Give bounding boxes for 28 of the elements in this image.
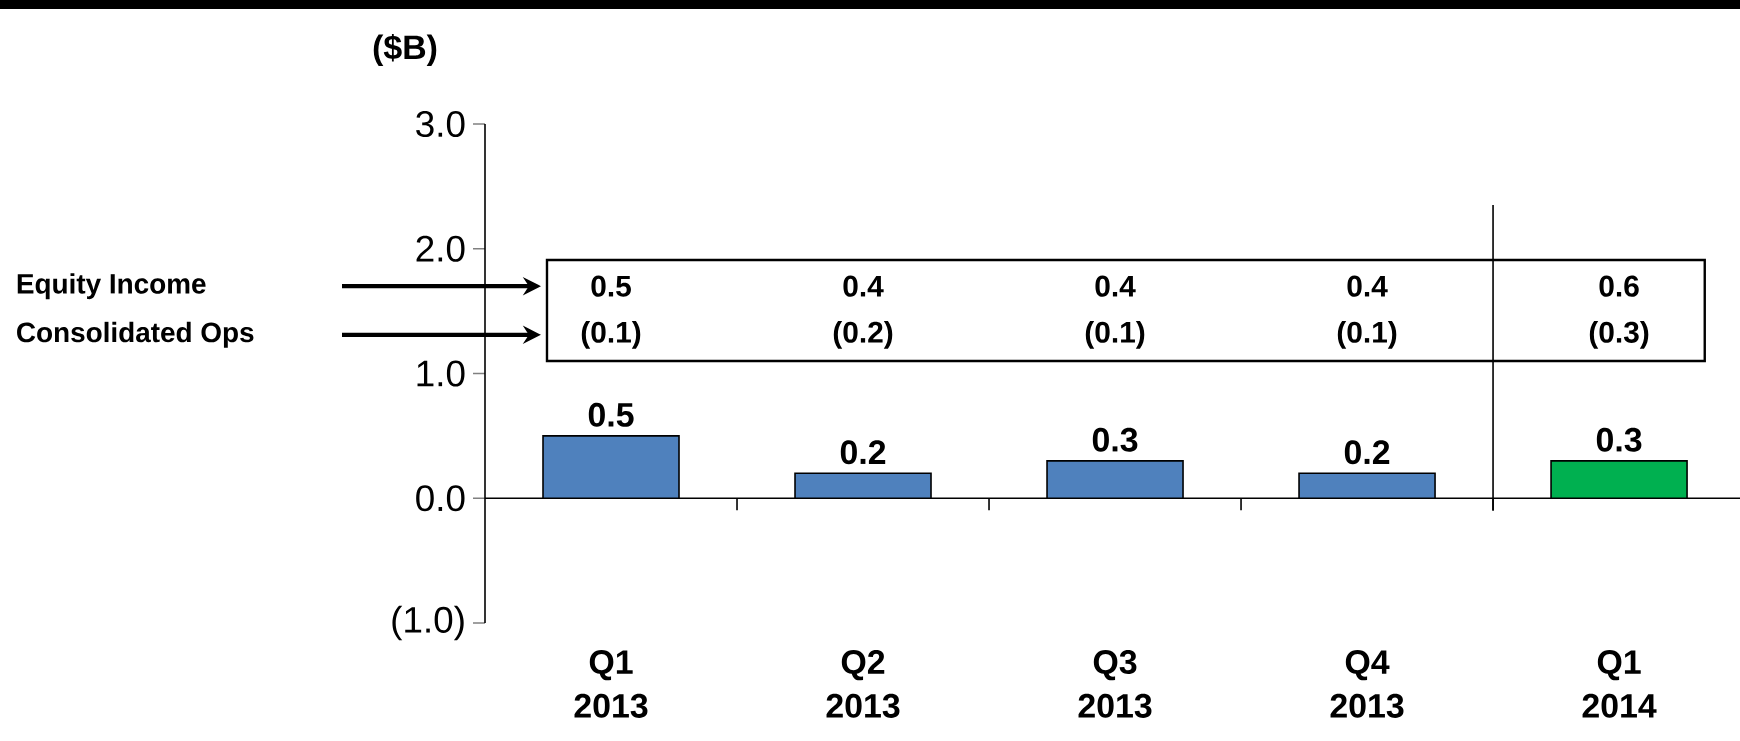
y-axis-title: ($B) xyxy=(373,33,437,67)
data-label: 0.3 xyxy=(1596,427,1642,452)
y-tick-label: (1.0) xyxy=(392,605,464,641)
data-label: 0.2 xyxy=(1344,440,1390,465)
annotation: (0.1) xyxy=(1337,320,1397,349)
y-tick-label: 1.0 xyxy=(417,360,465,387)
annotation: 0.4 xyxy=(843,275,884,297)
x-tick-label: Q3 2013 xyxy=(1078,650,1152,718)
annotation: 0.6 xyxy=(1599,275,1639,297)
text: Consolidated Ops xyxy=(17,321,254,348)
annotation: (0.3) xyxy=(1589,320,1649,349)
data-label: 0.3 xyxy=(1092,427,1138,452)
annotation: (0.1) xyxy=(1085,320,1145,349)
annotation: (0.2) xyxy=(833,320,893,349)
y-tick-label: 0.0 xyxy=(416,485,465,512)
x-tick-label: Q4 2013 xyxy=(1330,650,1404,718)
text: Equity Income xyxy=(17,273,206,300)
x-tick-label: Q2 2013 xyxy=(826,650,900,718)
data-label: 0.5 xyxy=(588,402,634,427)
annotation: 0.4 xyxy=(1095,275,1136,297)
annotation: 0.5 xyxy=(591,275,631,297)
y-tick-label: 2.0 xyxy=(416,235,465,262)
x-tick-label: Q1 2013 xyxy=(574,650,648,718)
y-tick-label: 3.0 xyxy=(416,110,465,138)
data-label: 0.2 xyxy=(840,440,886,465)
x-tick-label: Q1 2014 xyxy=(1582,650,1657,718)
annotation: 0.4 xyxy=(1347,275,1388,297)
annotation: (0.1) xyxy=(581,320,641,349)
